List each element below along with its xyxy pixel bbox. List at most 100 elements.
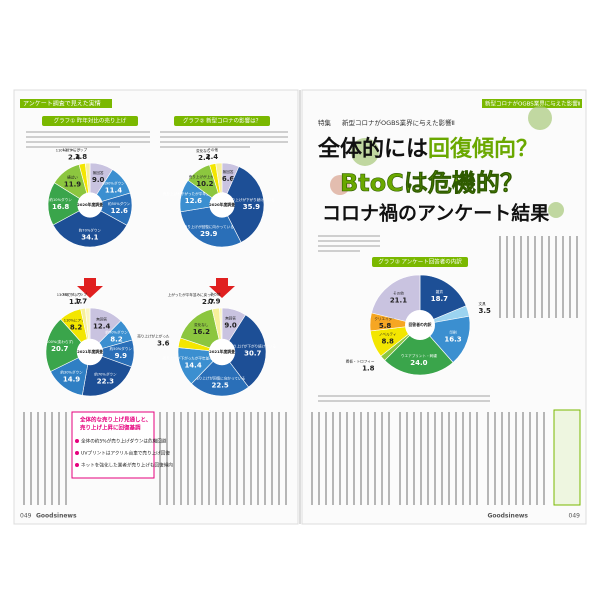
slice-value: 1.7 (69, 298, 82, 306)
pie-slice (221, 166, 265, 243)
slice-value: 22.5 (212, 382, 229, 390)
slice-value: 14.9 (63, 376, 80, 384)
pie-hole (77, 192, 103, 218)
arrow (209, 278, 235, 298)
slice-name: 無回答 (225, 315, 236, 320)
slice-name: 売り上げが上がった (189, 174, 222, 179)
slice-value: 22.3 (97, 378, 114, 386)
header-band (482, 99, 582, 108)
slice-value: 5.8 (379, 322, 392, 330)
slice-name: 180%にアップ (62, 291, 87, 296)
graph-title: グラフ③ アンケート回答者の内訳 (378, 258, 462, 266)
bullet (75, 439, 79, 443)
slice-name: 売り上げが回復に向かっている (195, 376, 246, 381)
slice-value: 12.6 (111, 207, 128, 215)
slice-value: 3.6 (157, 340, 170, 348)
slice-name: 売り上げが下がったが平年並みに回復 (163, 191, 224, 196)
kicker: 特集 (318, 118, 332, 127)
slice-name: 看板・トロフィー (346, 359, 375, 364)
slice-value: 8.8 (382, 337, 395, 345)
slice-value: 11.4 (105, 186, 122, 194)
slice-name: その他 (210, 291, 221, 296)
header-band (20, 99, 112, 108)
page-number: 049 (20, 513, 32, 520)
slice-value: 16.2 (193, 328, 210, 336)
slice-value: 9.0 (92, 176, 105, 184)
slice-name: その他 (207, 147, 218, 152)
graph-title-band (174, 116, 270, 126)
slice-value: 1.7 (75, 297, 88, 305)
pie-slice (179, 308, 223, 353)
pie-hole (405, 310, 435, 340)
magazine-name: Goodsinews (36, 513, 77, 520)
graph-title-band (372, 257, 468, 267)
slice-name: 約90%ダウン (105, 329, 128, 334)
pie-slice (419, 274, 467, 326)
slice-name: 横ばい (67, 174, 78, 179)
slice-value: 2.4 (68, 154, 81, 162)
slice-name: 売り上げが上がった (137, 334, 170, 339)
box-item: UVプリントはアクリル台車で売り上げ回復 (81, 450, 170, 457)
slice-value: 18.7 (431, 295, 448, 303)
center-label: 2021年度調査 (209, 349, 235, 354)
slice-name: 130%にアップ (62, 147, 87, 152)
slice-name: 無回答 (223, 169, 234, 174)
box-item: ネットを強化した業者が売り上げも回復傾向 (81, 462, 173, 469)
pie-hole (208, 338, 236, 366)
headline: コロナ禍のアンケート結果 (322, 202, 549, 225)
slice-value: 10.2 (196, 180, 213, 188)
slice-value: 14.4 (184, 362, 201, 370)
slice-name: 110%にアップ (56, 148, 81, 153)
page-number: 049 (569, 513, 581, 520)
slice-name: 雑貨 (436, 289, 444, 294)
slice-name: 130%にアップ (57, 292, 82, 297)
pie-slice (371, 274, 421, 326)
slice-value: 16.8 (52, 203, 69, 211)
slice-name: 売り上げが回復に向かっている (184, 224, 235, 229)
slice-value: 12.4 (93, 323, 110, 331)
slice-value: 9.9 (115, 352, 128, 360)
graph-title: グラフ② 新型コロナの影響は？ (183, 117, 261, 125)
box-title: 全体的な売り上げ見通しと、 (79, 416, 151, 424)
slice-value: 0.9 (208, 297, 221, 305)
center-label: 2021年度調査 (77, 349, 103, 354)
slice-name: 約90%ダウン (102, 180, 125, 185)
pie-hole (209, 192, 235, 218)
body-text (23, 412, 287, 505)
graph-title-band (42, 116, 138, 126)
slice-value: 2.4 (198, 154, 211, 162)
slice-name: 売り上げが下がり続けている (228, 197, 275, 202)
header-left: アンケート調査で見えた実情 (23, 100, 101, 108)
body-text (311, 412, 545, 505)
slice-value: 11.9 (64, 180, 81, 188)
slice-name: 100%(変わらず) (46, 339, 74, 344)
slice-name: 売り上げが下がったが平年並みに回復 (163, 356, 224, 361)
slice-value: 12.6 (185, 197, 202, 205)
slice-name: 無回答 (93, 170, 104, 175)
bullet (75, 451, 79, 455)
slice-value: 9.0 (224, 321, 237, 329)
center-label: 2020年度調査 (77, 202, 103, 207)
magazine-name: Goodsinews (487, 513, 528, 520)
slice-value: 16.3 (444, 336, 461, 344)
pie-slice (52, 204, 128, 248)
center-label: 回答者の内訳 (409, 322, 432, 327)
slice-value: 3.5 (479, 307, 492, 315)
pie-hole (76, 338, 104, 366)
pie-slice (45, 318, 91, 372)
graph-title: グラフ① 昨年対比の売り上げ (54, 117, 127, 125)
body-text (499, 236, 578, 318)
slice-name: 約30%ダウン (60, 370, 83, 375)
slice-name: 約50%ダウン (110, 346, 133, 351)
decoration (330, 106, 564, 218)
pie-slice (221, 314, 267, 388)
header-right: 新型コロナがOGBS業界に与えた影響Ⅱ (485, 100, 581, 108)
headline: BtoCは危機的？ (340, 169, 524, 197)
slice-value: 21.1 (390, 296, 407, 304)
slice-name: 110%にアップ (64, 318, 89, 323)
center-label: 2020年度調査 (209, 202, 235, 207)
slice-value: 20.7 (51, 345, 68, 353)
left-page (13, 89, 299, 525)
slice-name: クリエイター (374, 316, 396, 321)
slice-name: 文具 (479, 301, 487, 306)
